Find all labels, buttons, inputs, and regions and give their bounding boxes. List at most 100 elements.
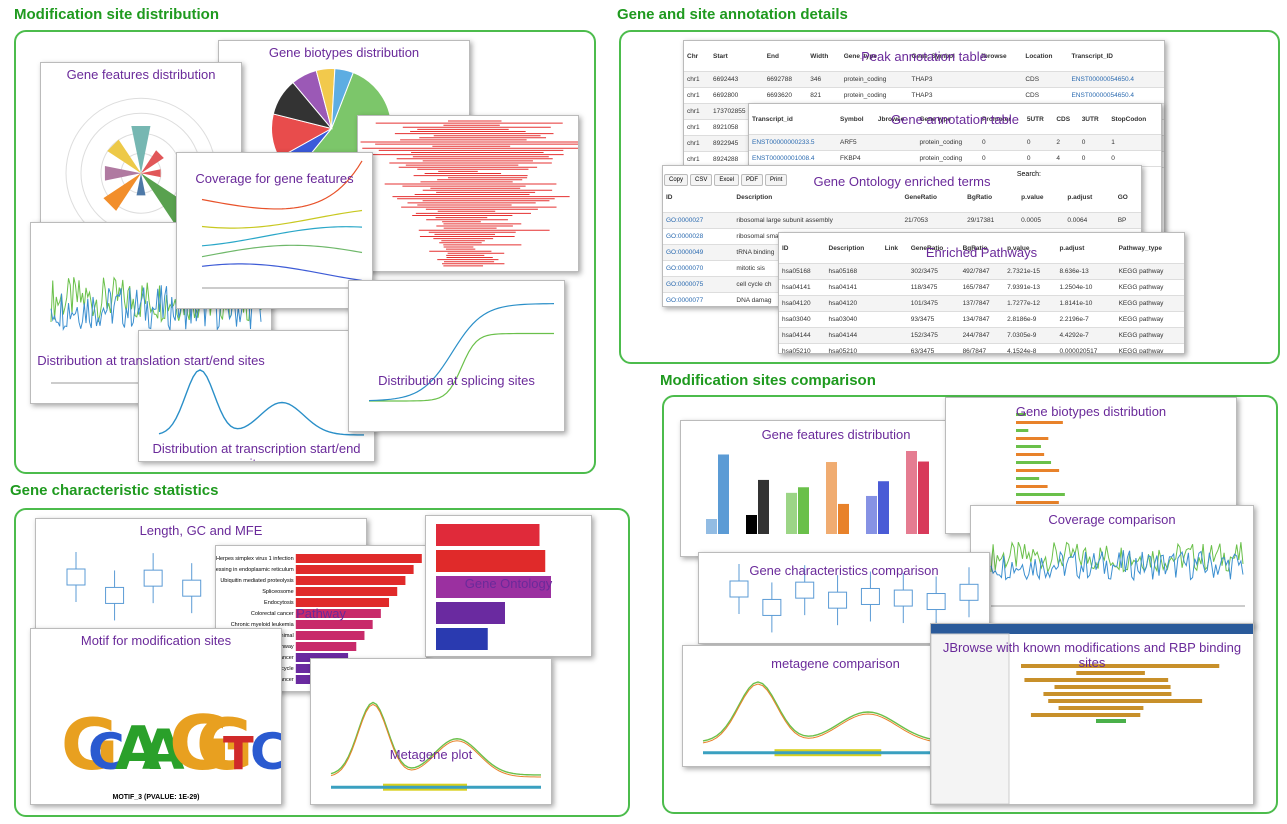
- bar-label: Colorectal cancer: [251, 611, 294, 617]
- curve: [990, 541, 1244, 574]
- table-cell[interactable]: GO:0000027: [663, 212, 734, 229]
- table-cell: hsa04141: [779, 279, 826, 296]
- panel: Coverage for gene features: [176, 152, 373, 309]
- motif-letter: A: [115, 714, 162, 784]
- table-cell[interactable]: GO:0000028: [663, 228, 734, 245]
- curve: [201, 209, 363, 229]
- bar: [295, 565, 414, 574]
- box: [66, 568, 86, 586]
- plot: [271, 68, 392, 166]
- curve: [201, 226, 363, 247]
- panel: JBrowse with known modifications and RBP…: [930, 623, 1254, 805]
- bar: [786, 492, 797, 534]
- table-cell: 244/7847: [959, 327, 1005, 344]
- curve: [990, 550, 1244, 582]
- table-cell: 6692443: [709, 71, 764, 88]
- curve: [201, 263, 363, 282]
- table-cell: 0: [1078, 150, 1109, 167]
- bar: [1016, 461, 1052, 464]
- bar: [1016, 437, 1049, 440]
- table-cell: 21/7053: [901, 212, 965, 229]
- table-wrap: Transcript_id Symbol Jbrowse Gene type Promo…: [749, 104, 1161, 167]
- table-cell: 4.4292e-7: [1056, 327, 1116, 344]
- column-header: Description: [825, 235, 882, 264]
- curve: [368, 332, 555, 402]
- bar: [826, 462, 837, 534]
- table-cell: 0: [1078, 134, 1109, 151]
- table-cell: 63/3475: [907, 343, 960, 353]
- table-cell: [881, 263, 908, 280]
- button[interactable]: Print: [765, 174, 788, 186]
- table-cell: 0: [1023, 134, 1054, 151]
- table-cell: protein_coding: [916, 134, 979, 151]
- header-row: ID Description Link GeneRatio BgRatio p.value…: [779, 235, 1184, 264]
- section-title: Modification sites comparison: [660, 372, 876, 389]
- table-cell[interactable]: GO:0000077: [663, 292, 734, 306]
- table-row: chr1 6692443 6692788 346 protein_coding THAP3…: [684, 71, 1164, 88]
- search-label: Search:: [1016, 171, 1041, 178]
- bar: [718, 454, 729, 534]
- bar: [1016, 501, 1059, 504]
- table-cell[interactable]: ENST00000054650.4: [1068, 87, 1164, 104]
- table-cell: 4: [1053, 150, 1079, 167]
- curve: [158, 369, 365, 436]
- column-header: BgRatio: [964, 184, 1019, 213]
- column-header: Jbrowse: [874, 106, 917, 135]
- feature: [1096, 719, 1126, 723]
- plot: GCAAGGTCMOTIF_3 (PVALUE: 1E-29): [61, 699, 281, 801]
- table-cell: 492/7847: [959, 263, 1005, 280]
- column-header: GeneRatio: [901, 184, 965, 213]
- table-cell: 1: [1108, 134, 1161, 151]
- table-cell[interactable]: ENST00000001008.4: [749, 150, 838, 167]
- table-cell: CDS: [1022, 87, 1069, 104]
- bar: [866, 495, 877, 534]
- table-cell[interactable]: ENST00000054650.4: [1068, 71, 1164, 88]
- box: [893, 589, 913, 607]
- bar: [1016, 493, 1065, 496]
- table-cell: 0: [1023, 150, 1054, 167]
- table-cell: [881, 343, 908, 353]
- table-cell[interactable]: GO:0000049: [663, 244, 734, 261]
- motif-letter: T: [223, 727, 254, 780]
- table-cell: 101/3475: [907, 295, 960, 312]
- column-header: p.value: [1018, 184, 1065, 213]
- table-cell: KEGG pathway: [1115, 295, 1184, 312]
- table-cell: 0.0064: [1064, 212, 1115, 229]
- bar: [295, 653, 349, 662]
- panel: Site heatmap: [357, 115, 579, 272]
- button[interactable]: Copy: [664, 174, 689, 186]
- panel: Gene Ontology: [425, 515, 592, 657]
- table-cell: [881, 295, 908, 312]
- bar: [295, 620, 373, 629]
- table-cell: THAP3: [908, 87, 978, 104]
- feature: [1024, 678, 1169, 682]
- bar: [436, 576, 551, 598]
- table-cell: ARF5: [837, 134, 875, 151]
- table-cell: 134/7847: [959, 311, 1005, 328]
- table-cell: protein_coding: [916, 150, 979, 167]
- toolbar: [931, 624, 1253, 634]
- section-title: Gene and site annotation details: [617, 6, 848, 23]
- table-cell: 2.7321e-15: [1004, 263, 1057, 280]
- bar: [295, 631, 365, 640]
- table-cell[interactable]: GO:0000075: [663, 276, 734, 293]
- bar: [878, 481, 889, 534]
- feature: [1058, 706, 1144, 710]
- table-cell: hsa05210: [779, 343, 826, 353]
- polar-wedge: [131, 125, 151, 174]
- table-cell: 8.636e-13: [1056, 263, 1116, 280]
- data-table: ID Description Link GeneRatio BgRatio p.value…: [779, 235, 1184, 353]
- curve: [201, 160, 363, 210]
- track-list: [931, 633, 1010, 804]
- section-box: [14, 508, 630, 817]
- table-cell[interactable]: GO:0000070: [663, 260, 734, 277]
- button[interactable]: CSV: [690, 174, 713, 186]
- table-cell: hsa04120: [779, 295, 826, 312]
- table-cell[interactable]: ENST00000000233.5: [749, 134, 838, 151]
- table-cell: 346: [807, 71, 841, 88]
- button[interactable]: Excel: [714, 174, 740, 186]
- button[interactable]: PDF: [741, 174, 764, 186]
- motif-letter: G: [61, 704, 118, 786]
- table-cell: KEGG pathway: [1115, 343, 1184, 353]
- plot: [330, 701, 542, 791]
